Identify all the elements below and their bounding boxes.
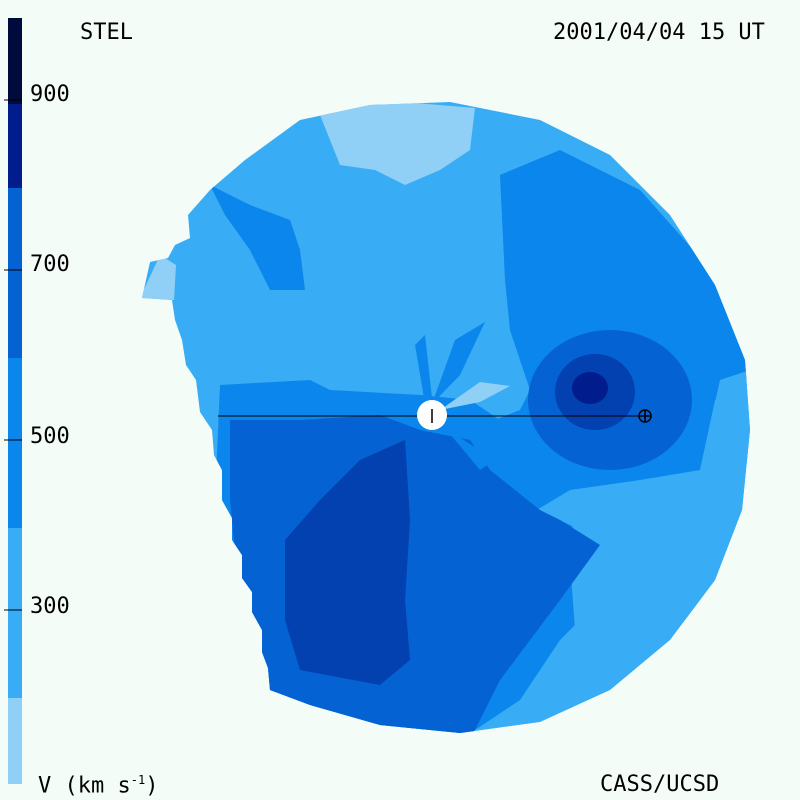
- colorbar-unit-base: (km s: [64, 773, 131, 799]
- region-400-500: [210, 185, 305, 290]
- streamer: [415, 335, 432, 404]
- region-100-200: [320, 102, 475, 185]
- streamer: [432, 322, 485, 404]
- colorbar-tick-label: 700: [30, 252, 70, 277]
- colorbar-unit-label: V (km s-1): [38, 774, 158, 797]
- colorbar-band: [8, 358, 22, 528]
- colorbar-band: [8, 698, 22, 784]
- region-100-200: [142, 255, 176, 300]
- colorbar: [4, 18, 22, 784]
- colorbar-tick-label: 500: [30, 424, 70, 449]
- colorbar-band: [8, 18, 22, 104]
- streamer: [440, 382, 510, 410]
- region-700-800: [572, 372, 608, 404]
- colorbar-tick-label: 900: [30, 82, 70, 107]
- credit-label: CASS/UCSD: [600, 772, 720, 797]
- colorbar-band: [8, 188, 22, 358]
- colorbar-quantity: V: [38, 773, 52, 799]
- streamer: [445, 422, 530, 440]
- colorbar-unit-close: ): [145, 773, 159, 799]
- region-600-700: [285, 440, 410, 685]
- datetime-label: 2001/04/04 15 UT: [553, 20, 765, 45]
- velocity-disk: [142, 102, 750, 733]
- earth-icon: [638, 409, 652, 423]
- region-300-400: [570, 370, 750, 630]
- source-label: STEL: [80, 20, 133, 45]
- colorbar-unit-exp: -1: [130, 773, 146, 787]
- colorbar-band: [8, 528, 22, 698]
- colorbar-tick-label: 300: [30, 594, 70, 619]
- streamer: [445, 428, 495, 470]
